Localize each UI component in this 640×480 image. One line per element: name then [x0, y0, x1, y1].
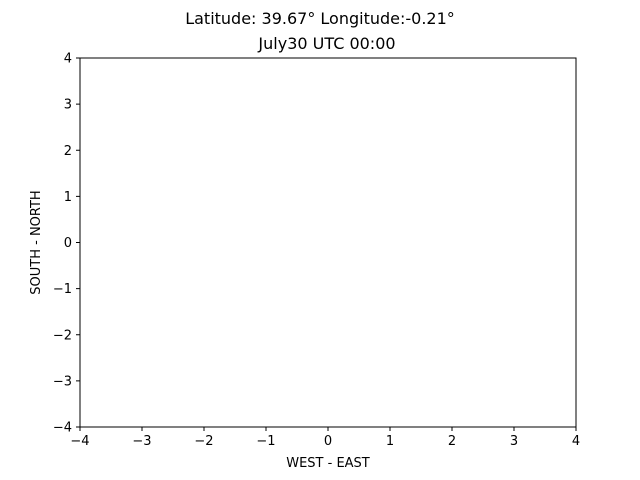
y-tick-label: 4: [64, 52, 72, 67]
x-tick-label: 0: [324, 434, 332, 449]
x-tick-label: 3: [510, 434, 518, 449]
plot-area: [79, 57, 577, 428]
y-axis-label: SOUTH - NORTH: [29, 190, 44, 294]
x-tick-label: 1: [386, 434, 394, 449]
y-tick-label: −2: [53, 328, 72, 343]
x-tick-label: −4: [70, 434, 89, 449]
y-tick-label: 3: [64, 98, 72, 113]
x-tick-label: −3: [132, 434, 151, 449]
x-axis-ticks: −4 −3 −2 −1 0 1 2 3 4: [70, 427, 580, 449]
y-tick-label: 2: [64, 144, 72, 159]
chart-title-line-2: July30 UTC 00:00: [257, 34, 395, 53]
y-axis-ticks: −4 −3 −2 −1 0 1 2 3 4: [53, 52, 80, 436]
x-tick-label: −1: [256, 434, 275, 449]
x-tick-label: 2: [448, 434, 456, 449]
x-tick-label: 4: [572, 434, 580, 449]
x-tick-label: −2: [194, 434, 213, 449]
y-tick-label: −4: [53, 421, 72, 436]
chart-title-line-1: Latitude: 39.67° Longitude:-0.21°: [185, 9, 455, 28]
y-tick-label: −3: [53, 374, 72, 389]
y-tick-label: 0: [64, 236, 72, 251]
y-tick-label: 1: [64, 190, 72, 205]
y-tick-label: −1: [53, 282, 72, 297]
x-axis-label: WEST - EAST: [286, 456, 370, 471]
